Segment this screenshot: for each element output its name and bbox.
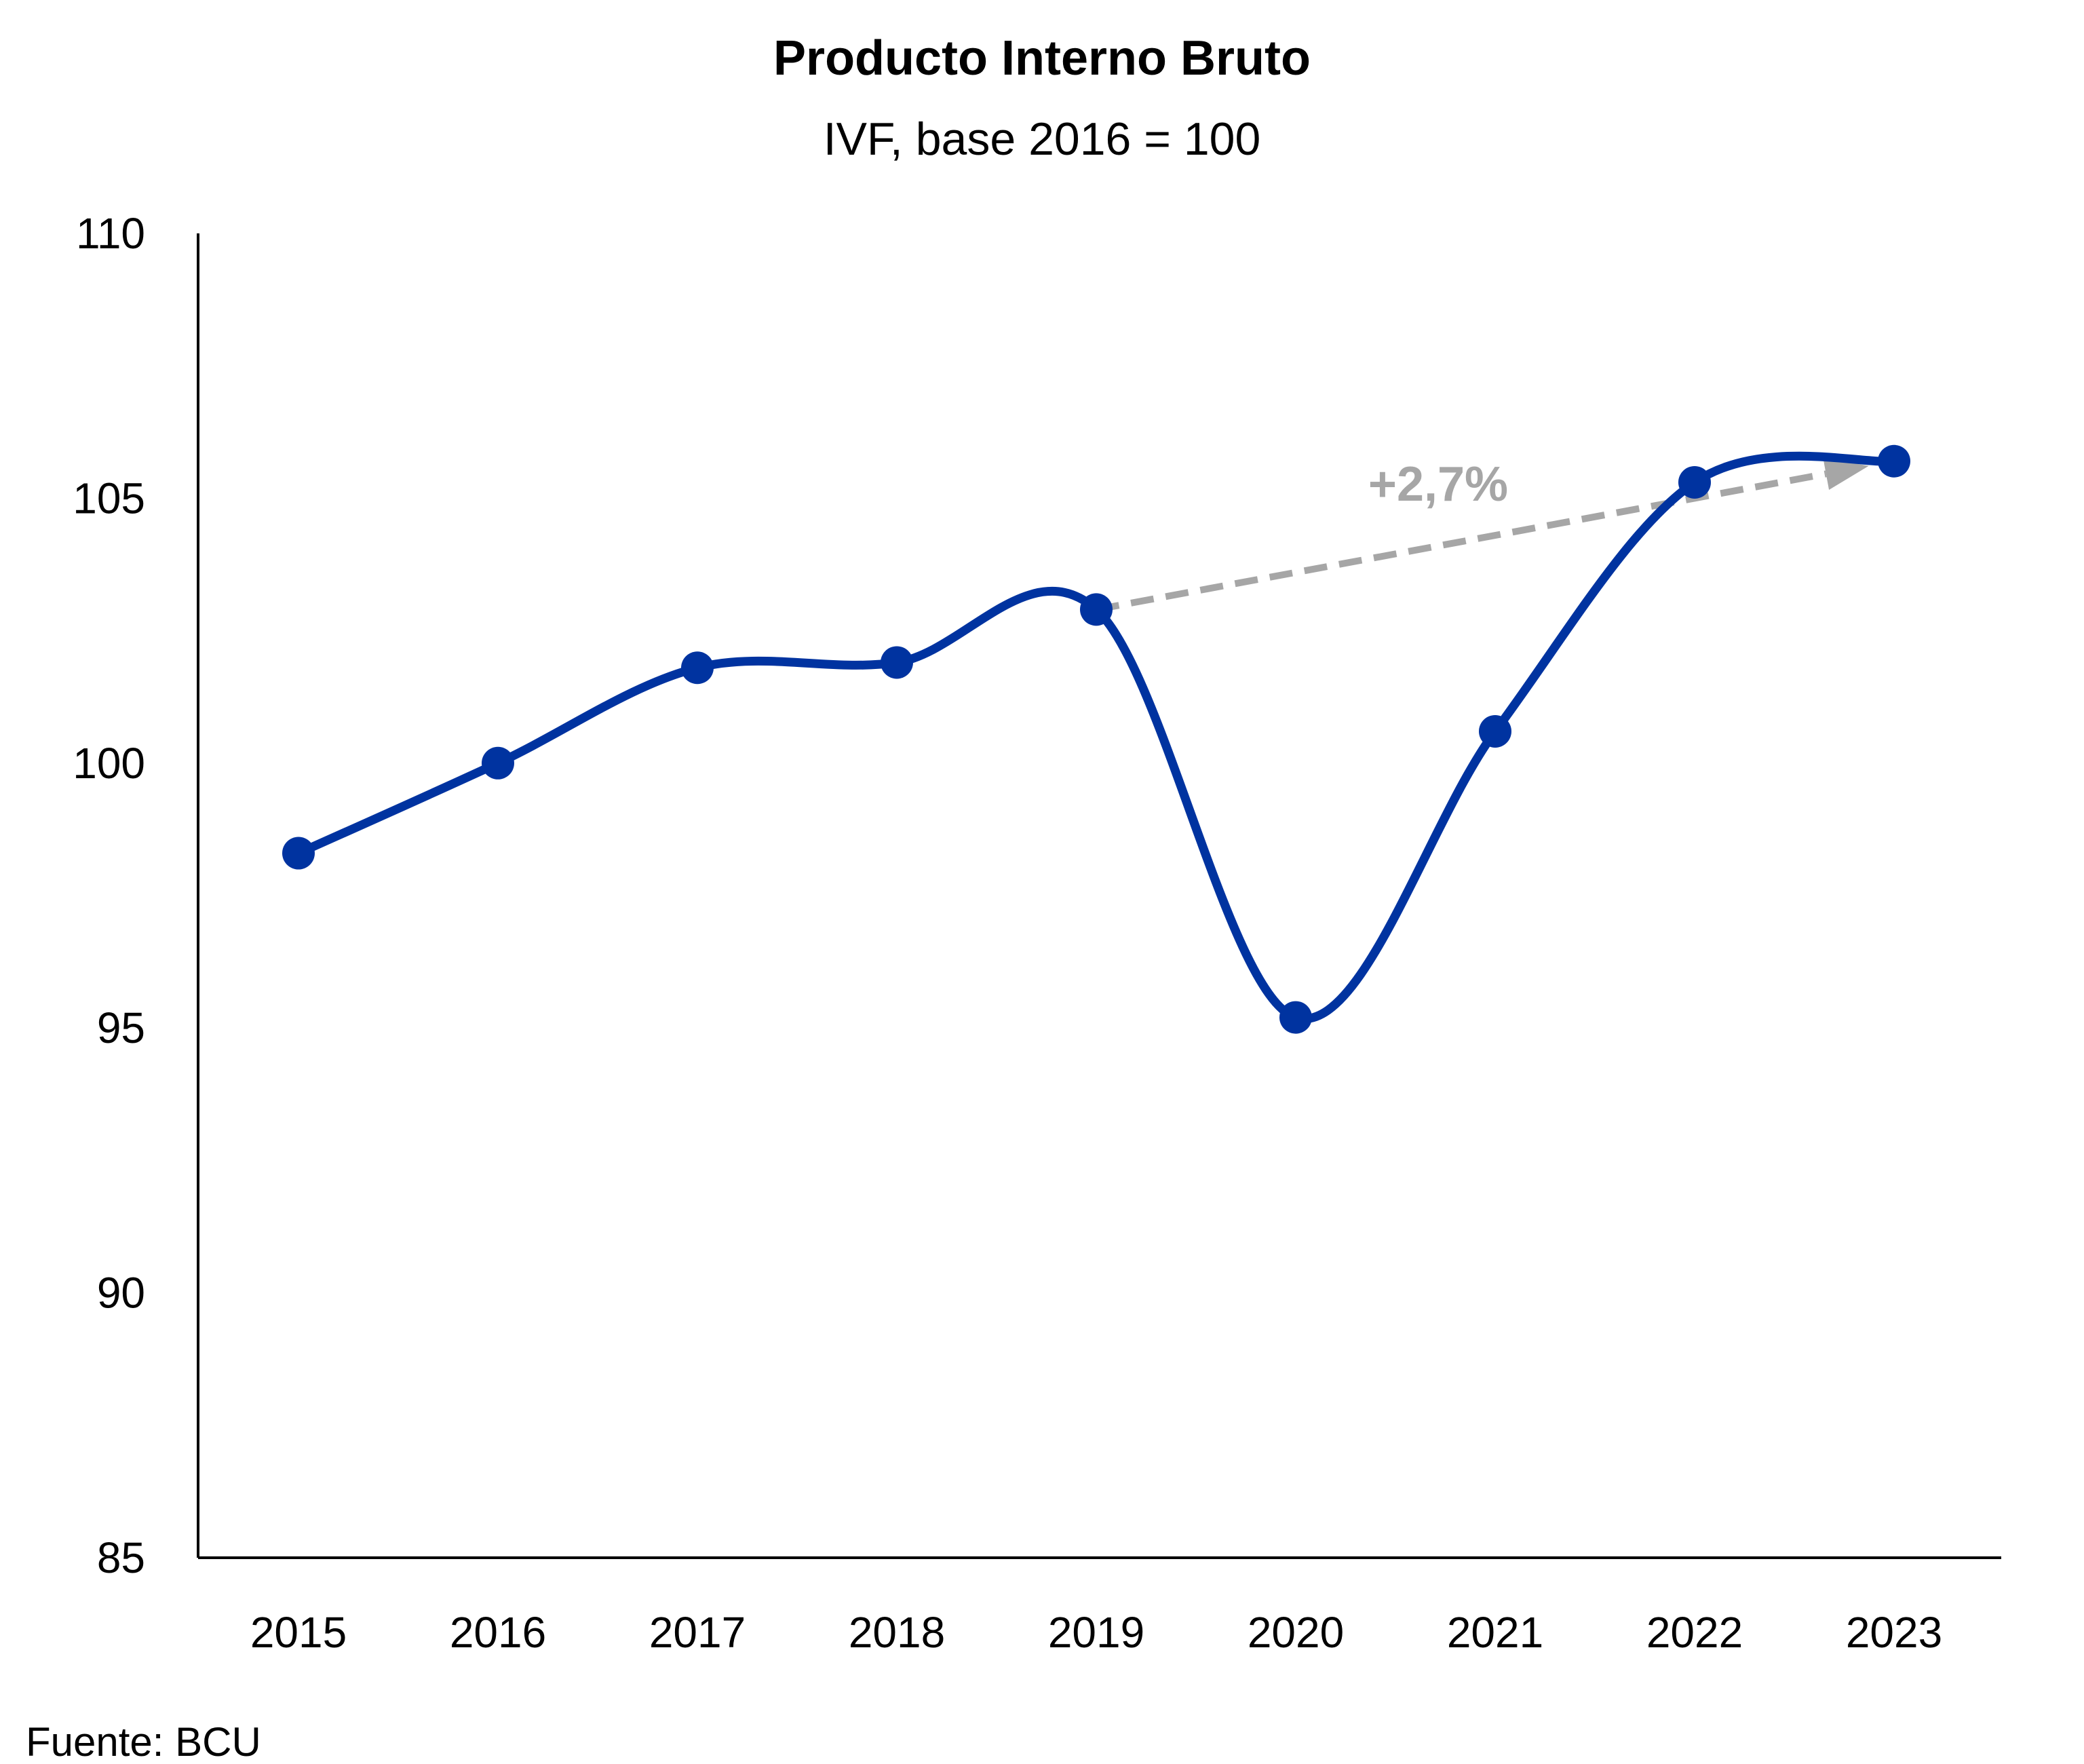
y-tick-label: 90 — [97, 1269, 145, 1318]
annotation-arrow-head — [1823, 457, 1869, 490]
growth-annotation: +2,7% — [1096, 457, 1869, 613]
x-tick-label: 2021 — [1447, 1608, 1543, 1657]
data-point-2021 — [1479, 714, 1511, 748]
data-point-2022 — [1678, 465, 1711, 499]
source-note: Fuente: BCU — [26, 1719, 261, 1764]
series-line — [294, 451, 1899, 1023]
data-point-2015 — [282, 837, 315, 870]
annotation-label: +2,7% — [1368, 457, 1508, 512]
y-axis: 85 90 95 100 105 110 — [73, 209, 199, 1582]
data-point-2020 — [1279, 1001, 1312, 1034]
x-tick-label: 2015 — [250, 1608, 347, 1657]
chart-subtitle: IVF, base 2016 = 100 — [824, 113, 1261, 165]
data-point-2017 — [681, 651, 714, 685]
y-tick-label: 95 — [97, 1003, 145, 1052]
annotation-arrow-line — [1096, 470, 1827, 613]
data-point-2018 — [881, 646, 913, 679]
data-point-2023 — [1878, 444, 1910, 478]
x-tick-label: 2022 — [1646, 1608, 1743, 1657]
y-tick-label: 85 — [97, 1533, 145, 1582]
x-tick-label: 2016 — [450, 1608, 546, 1657]
x-tick-label: 2017 — [649, 1608, 746, 1657]
y-tick-label: 105 — [73, 474, 145, 522]
y-tick-label: 100 — [73, 739, 145, 788]
x-tick-label: 2020 — [1248, 1608, 1344, 1657]
x-axis: 2015 2016 2017 2018 2019 2020 2021 2022 2023 — [198, 1556, 2001, 1657]
series-layer — [282, 444, 1910, 1034]
data-point-2016 — [482, 746, 514, 780]
x-tick-label: 2023 — [1846, 1608, 1942, 1657]
x-tick-label: 2019 — [1048, 1608, 1144, 1657]
data-point-2019 — [1080, 593, 1113, 626]
chart-title: Producto Interno Bruto — [773, 31, 1311, 85]
x-tick-label: 2018 — [849, 1608, 945, 1657]
y-tick-label: 110 — [76, 209, 145, 258]
